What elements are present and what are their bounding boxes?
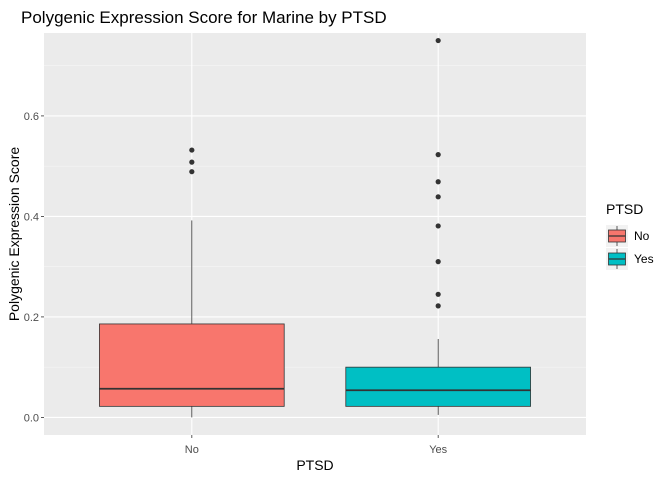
outlier-point: [435, 37, 441, 44]
box-yes: [345, 37, 531, 415]
legend-item-no: No: [606, 225, 650, 247]
outlier-point: [435, 152, 441, 158]
outlier-point: [435, 179, 441, 185]
outlier-point: [189, 169, 195, 175]
outlier-point: [435, 223, 441, 229]
box-series: [99, 37, 531, 418]
y-tick-label: 0.2: [24, 312, 39, 324]
outlier-point: [435, 291, 441, 297]
legend-label: Yes: [634, 252, 654, 266]
outlier-point: [189, 147, 195, 153]
y-axis-title: Polygenic Expression Score: [6, 147, 22, 322]
chart-title: Polygenic Expression Score for Marine by…: [21, 8, 387, 27]
x-tick-label: Yes: [429, 444, 447, 456]
y-tick-label: 0.6: [24, 111, 39, 123]
legend-title: PTSD: [606, 201, 643, 217]
outlier-point: [435, 303, 441, 309]
box-no: [99, 147, 285, 418]
y-tick-label: 0.4: [24, 211, 39, 223]
x-axis: No Yes: [185, 435, 448, 456]
outlier-point: [435, 259, 441, 265]
legend-item-yes: Yes: [606, 248, 654, 270]
box-iqr: [345, 366, 531, 407]
y-axis: 0.0 0.2 0.4 0.6: [24, 111, 44, 424]
x-axis-title: PTSD: [296, 457, 333, 473]
y-tick-label: 0.0: [24, 412, 39, 424]
outlier-point: [435, 194, 441, 200]
legend: PTSD No Yes: [606, 201, 654, 270]
x-tick-label: No: [185, 444, 199, 456]
legend-label: No: [634, 229, 650, 243]
outlier-point: [189, 159, 195, 165]
box-iqr: [99, 323, 285, 407]
